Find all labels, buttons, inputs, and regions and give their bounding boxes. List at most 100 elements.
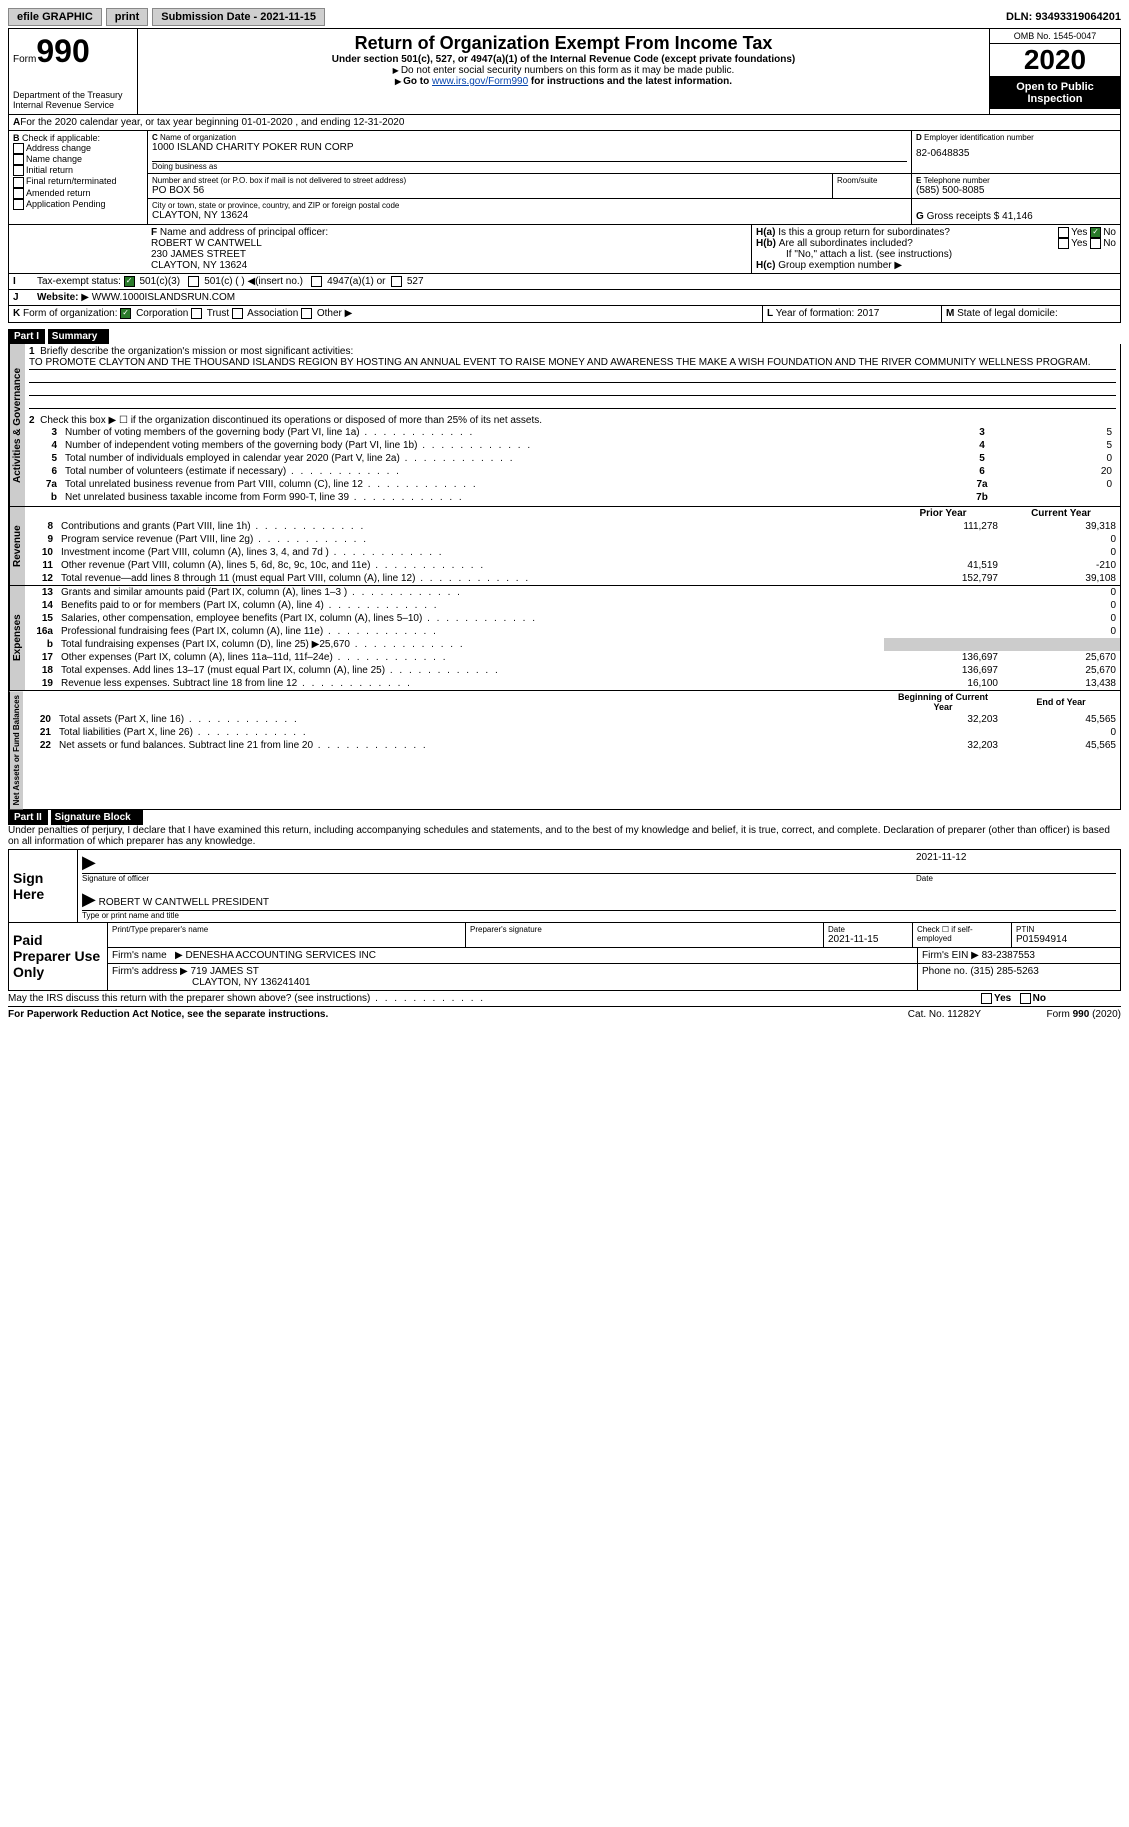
sig-date: 2021-11-12 xyxy=(916,852,1116,874)
summary-row: 15Salaries, other compensation, employee… xyxy=(25,612,1120,625)
mission: TO PROMOTE CLAYTON AND THE THOUSAND ISLA… xyxy=(29,357,1116,370)
col-begin: Beginning of Current Year xyxy=(884,691,1002,713)
firm-addr1: 719 JAMES ST xyxy=(191,966,259,977)
summary-row: 8Contributions and grants (Part VIII, li… xyxy=(25,520,1120,533)
dept-treasury: Department of the Treasury xyxy=(13,90,133,100)
summary-row: 20Total assets (Part X, line 16)32,20345… xyxy=(23,713,1120,726)
form-header: Form990 Department of the Treasury Inter… xyxy=(8,28,1121,115)
cb-final-return[interactable]: Final return/terminated xyxy=(26,176,117,186)
cb-corp[interactable] xyxy=(120,308,131,319)
vert-expenses: Expenses xyxy=(9,586,25,690)
summary-row: 7aTotal unrelated business revenue from … xyxy=(29,478,1116,491)
cb-4947[interactable] xyxy=(311,276,322,287)
summary-row: 18Total expenses. Add lines 13–17 (must … xyxy=(25,664,1120,677)
form-word: Form xyxy=(13,54,36,65)
cat-no: Cat. No. 11282Y xyxy=(908,1009,981,1020)
cb-501c3[interactable] xyxy=(124,276,135,287)
summary-row: 3Number of voting members of the governi… xyxy=(29,426,1116,439)
cb-discuss-yes[interactable] xyxy=(981,993,992,1004)
cb-initial-return[interactable]: Initial return xyxy=(26,165,73,175)
part1-label: Part I xyxy=(8,329,45,344)
officer-name-title: ROBERT W CANTWELL PRESIDENT xyxy=(99,897,269,908)
summary-row: bTotal fundraising expenses (Part IX, co… xyxy=(25,638,1120,651)
paperwork-notice: For Paperwork Reduction Act Notice, see … xyxy=(8,1009,908,1020)
section-b: B Check if applicable: Address change Na… xyxy=(9,131,148,224)
phone: (585) 500-8085 xyxy=(916,185,1116,196)
summary-row: 13Grants and similar amounts paid (Part … xyxy=(25,586,1120,599)
part2-label: Part II xyxy=(8,810,48,825)
room-suite-label: Room/suite xyxy=(837,176,907,185)
officer-name: ROBERT W CANTWELL xyxy=(151,238,747,249)
firm-addr2: CLAYTON, NY 136241401 xyxy=(112,977,913,988)
cb-amended[interactable]: Amended return xyxy=(26,188,91,198)
firm-phone: (315) 285-5263 xyxy=(970,966,1038,977)
form-number: 990 xyxy=(36,33,89,69)
ptin: P01594914 xyxy=(1016,934,1116,945)
may-irs-discuss: May the IRS discuss this return with the… xyxy=(8,993,370,1004)
cb-address-change[interactable]: Address change xyxy=(26,143,91,153)
declaration: Under penalties of perjury, I declare th… xyxy=(8,825,1121,847)
vert-netassets: Net Assets or Fund Balances xyxy=(9,691,23,809)
efile-button[interactable]: efile GRAPHIC xyxy=(8,8,102,26)
summary-row: 16aProfessional fundraising fees (Part I… xyxy=(25,625,1120,638)
summary-row: 14Benefits paid to or for members (Part … xyxy=(25,599,1120,612)
firm-ein: 83-2387553 xyxy=(982,950,1035,961)
website[interactable]: WWW.1000ISLANDSRUN.COM xyxy=(92,292,235,303)
print-button[interactable]: print xyxy=(106,8,148,26)
check-self-employed[interactable]: Check ☐ if self-employed xyxy=(913,923,1012,947)
submission-date: Submission Date - 2021-11-15 xyxy=(152,8,325,26)
cb-app-pending[interactable]: Application Pending xyxy=(26,199,106,209)
cb-trust[interactable] xyxy=(191,308,202,319)
firm-name: DENESHA ACCOUNTING SERVICES INC xyxy=(186,950,376,961)
hb-label: Are all subordinates included? xyxy=(779,238,1058,249)
officer-street: 230 JAMES STREET xyxy=(151,249,747,260)
gross-receipts: 41,146 xyxy=(1002,211,1033,222)
note-goto: Go to www.irs.gov/Form990 for instructio… xyxy=(142,76,985,87)
summary-row: 6Total number of volunteers (estimate if… xyxy=(29,465,1116,478)
irs-label: Internal Revenue Service xyxy=(13,100,133,110)
street-address: PO BOX 56 xyxy=(152,185,828,196)
sign-here: Sign Here xyxy=(9,868,77,904)
summary-row: 22Net assets or fund balances. Subtract … xyxy=(23,739,1120,752)
note-ssn: Do not enter social security numbers on … xyxy=(142,65,985,76)
open-public: Open to Public Inspection xyxy=(990,77,1120,109)
prep-date: 2021-11-15 xyxy=(828,934,908,945)
q2: Check this box ▶ ☐ if the organization d… xyxy=(40,415,542,426)
cb-name-change[interactable]: Name change xyxy=(26,154,82,164)
cb-discuss-no[interactable] xyxy=(1020,993,1031,1004)
cb-assoc[interactable] xyxy=(232,308,243,319)
hc-label: Group exemption number xyxy=(778,260,891,271)
summary-row: 12Total revenue—add lines 8 through 11 (… xyxy=(25,572,1120,585)
vert-governance: Activities & Governance xyxy=(9,344,25,506)
col-prior: Prior Year xyxy=(884,507,1002,520)
summary-row: 17Other expenses (Part IX, column (A), l… xyxy=(25,651,1120,664)
form-subtitle: Under section 501(c), 527, or 4947(a)(1)… xyxy=(142,54,985,65)
cb-other[interactable] xyxy=(301,308,312,319)
city-state-zip: CLAYTON, NY 13624 xyxy=(152,210,907,221)
year-formation: 2017 xyxy=(857,308,879,319)
cb-501c[interactable] xyxy=(188,276,199,287)
omb-number: OMB No. 1545-0047 xyxy=(990,29,1120,44)
officer-city: CLAYTON, NY 13624 xyxy=(151,260,747,271)
summary-row: 21Total liabilities (Part X, line 26)0 xyxy=(23,726,1120,739)
col-end: End of Year xyxy=(1002,691,1120,713)
summary-row: 10Investment income (Part VIII, column (… xyxy=(25,546,1120,559)
dln: DLN: 93493319064201 xyxy=(1006,11,1121,23)
summary-row: 5Total number of individuals employed in… xyxy=(29,452,1116,465)
col-current: Current Year xyxy=(1002,507,1120,520)
summary-row: 19Revenue less expenses. Subtract line 1… xyxy=(25,677,1120,690)
vert-revenue: Revenue xyxy=(9,507,25,585)
ein: 82-0648835 xyxy=(916,148,1116,159)
summary-row: 11Other revenue (Part VIII, column (A), … xyxy=(25,559,1120,572)
ha-label: Is this a group return for subordinates? xyxy=(778,227,1058,238)
summary-row: 4Number of independent voting members of… xyxy=(29,439,1116,452)
tax-year: 2020 xyxy=(990,44,1120,77)
irs-link[interactable]: www.irs.gov/Form990 xyxy=(432,76,528,87)
summary-title: Summary xyxy=(48,329,110,344)
org-name: 1000 ISLAND CHARITY POKER RUN CORP xyxy=(152,142,907,153)
line-a: For the 2020 calendar year, or tax year … xyxy=(20,117,404,128)
sig-title: Signature Block xyxy=(51,810,143,825)
summary-row: bNet unrelated business taxable income f… xyxy=(29,491,1116,504)
cb-527[interactable] xyxy=(391,276,402,287)
hb-note: If "No," attach a list. (see instruction… xyxy=(756,249,1116,260)
